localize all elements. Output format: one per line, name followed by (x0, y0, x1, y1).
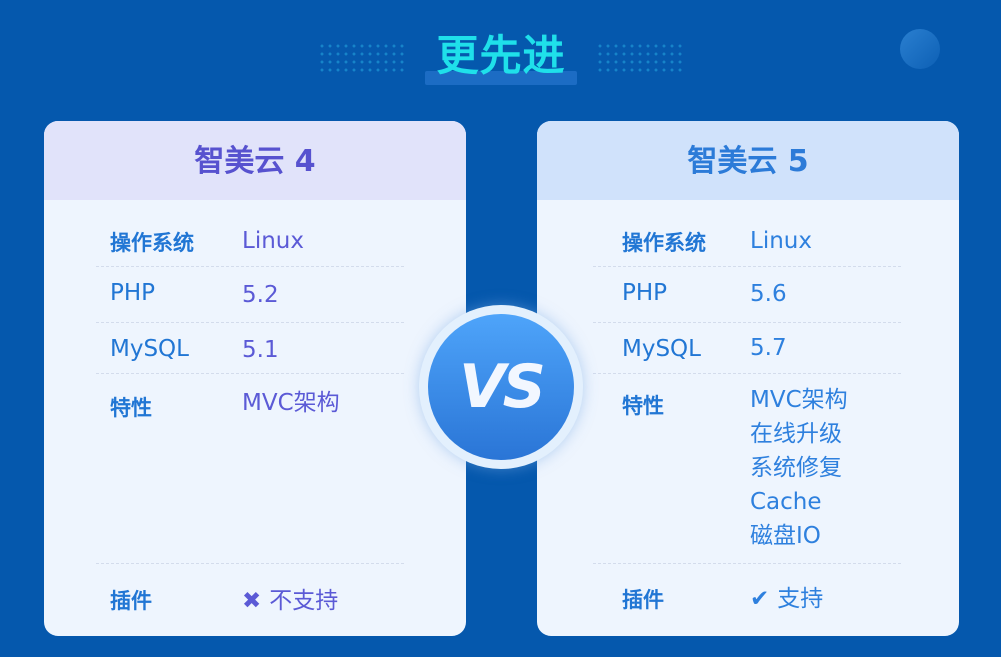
feature-item: 系统修复 (750, 455, 842, 481)
cross-icon: ✖ (242, 588, 270, 614)
card-title: 智美云 4 (44, 121, 466, 200)
label: MySQL (622, 336, 701, 362)
value: 5.2 (242, 282, 279, 308)
value: 5.6 (750, 281, 787, 307)
label: PHP (622, 280, 668, 306)
heading-underline (425, 71, 577, 85)
value: 5.7 (750, 335, 787, 361)
decor-orb (900, 29, 940, 69)
decor-dots-right (596, 42, 686, 76)
value: Linux (242, 228, 304, 254)
row-features: 特性 MVC架构 在线升级 系统修复 Cache 磁盘IO (593, 374, 901, 564)
label: MySQL (110, 336, 189, 362)
row-plugin: 插件 ✔ 支持 (593, 564, 901, 624)
value: Linux (750, 228, 812, 254)
row-plugin: 插件 ✖ 不支持 (96, 564, 404, 624)
label: 操作系统 (622, 231, 706, 255)
row-php: PHP 5.2 (96, 267, 404, 323)
label: 插件 (110, 589, 152, 613)
heading-text: 更先进 (436, 31, 566, 80)
check-icon: ✔ (750, 586, 778, 612)
value: MVC架构 (242, 390, 340, 416)
row-os: 操作系统 Linux (96, 222, 404, 267)
label: 特性 (622, 394, 664, 418)
row-php: PHP 5.6 (593, 267, 901, 323)
vs-badge: VS (419, 305, 583, 469)
feature-item: Cache (750, 489, 822, 515)
label: 特性 (110, 396, 152, 420)
row-mysql: MySQL 5.1 (96, 323, 404, 374)
value: 5.1 (242, 337, 279, 363)
label: PHP (110, 280, 156, 306)
decor-dots-left (318, 42, 408, 76)
plugin-status: 支持 (777, 586, 824, 612)
row-os: 操作系统 Linux (593, 222, 901, 267)
feature-item: MVC架构 (750, 387, 848, 413)
card-v5: 智美云 5 操作系统 Linux PHP 5.6 MySQL 5.7 特性 MVC架构… (537, 121, 959, 636)
card-title: 智美云 5 (537, 121, 959, 200)
section-heading: 更先进 (425, 30, 577, 85)
plugin-status: 不支持 (269, 588, 339, 614)
feature-item: 磁盘IO (750, 523, 821, 549)
feature-item: 在线升级 (750, 421, 842, 447)
value-plugin: ✔ 支持 (750, 582, 823, 616)
row-mysql: MySQL 5.7 (593, 323, 901, 374)
label: 插件 (622, 588, 664, 612)
vs-text: VS (428, 314, 574, 460)
card-v4: 智美云 4 操作系统 Linux PHP 5.2 MySQL 5.1 特性 MVC架构 … (44, 121, 466, 636)
row-features: 特性 MVC架构 (96, 374, 404, 564)
value-plugin: ✖ 不支持 (242, 584, 338, 618)
label: 操作系统 (110, 231, 194, 255)
